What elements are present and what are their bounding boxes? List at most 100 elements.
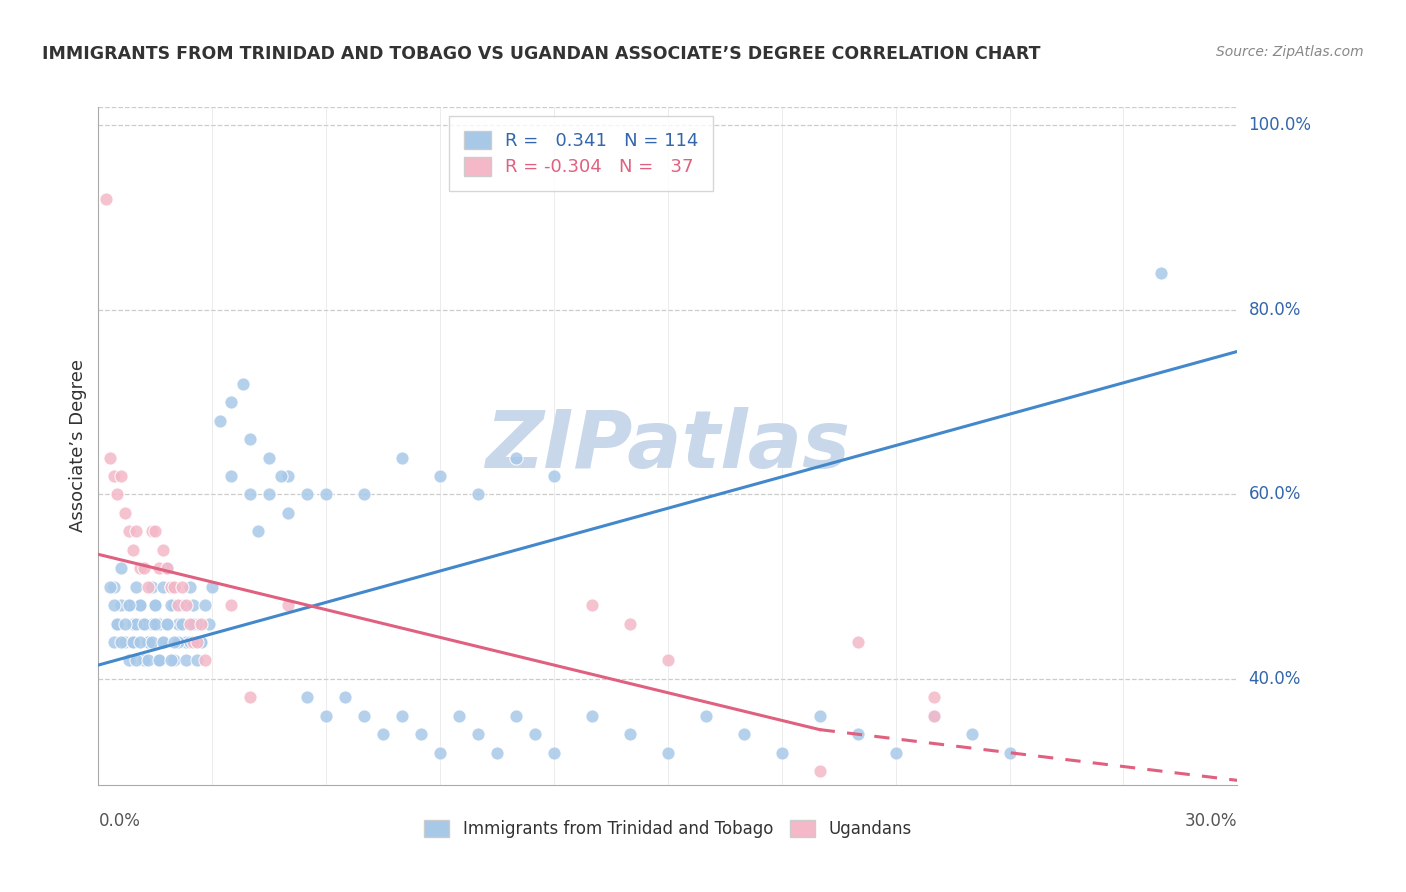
Point [695,708,717,723]
Point [619,616,641,631]
Point [353,708,375,723]
Point [221,598,243,612]
Point [125,524,148,539]
Point [174,598,197,612]
Point [110,635,132,649]
Point [808,708,831,723]
Point [141,524,163,539]
Point [1150,266,1173,280]
Point [353,487,375,501]
Point [429,746,451,760]
Point [163,653,186,667]
Point [733,727,755,741]
Point [132,616,155,631]
Point [524,727,547,741]
Point [148,653,170,667]
Point [118,653,141,667]
Point [411,727,433,741]
Point [221,395,243,409]
Point [505,708,527,723]
Point [132,616,155,631]
Point [543,746,565,760]
Point [136,580,159,594]
Point [110,469,132,483]
Point [163,580,186,594]
Point [121,635,143,649]
Point [145,598,167,612]
Point [156,616,179,631]
Point [505,450,527,465]
Point [846,727,869,741]
Point [277,598,299,612]
Point [125,580,148,594]
Point [197,616,219,631]
Point [129,561,152,575]
Point [110,598,132,612]
Point [190,635,212,649]
Text: 40.0%: 40.0% [1249,670,1301,688]
Point [152,635,174,649]
Point [277,506,299,520]
Point [467,487,489,501]
Point [129,635,152,649]
Point [486,746,509,760]
Point [201,580,224,594]
Point [259,487,281,501]
Point [152,580,174,594]
Text: IMMIGRANTS FROM TRINIDAD AND TOBAGO VS UGANDAN ASSOCIATE’S DEGREE CORRELATION CH: IMMIGRANTS FROM TRINIDAD AND TOBAGO VS U… [42,45,1040,62]
Point [107,487,129,501]
Point [98,580,121,594]
Point [159,598,181,612]
Point [141,616,163,631]
Point [156,561,179,575]
Point [179,635,201,649]
Point [118,524,141,539]
Point [619,727,641,741]
Point [125,653,148,667]
Point [183,616,205,631]
Point [270,469,292,483]
Point [98,450,121,465]
Point [884,746,907,760]
Point [183,598,205,612]
Point [159,580,181,594]
Point [315,708,337,723]
Point [152,542,174,557]
Point [922,690,945,705]
Point [145,616,167,631]
Point [770,746,793,760]
Point [391,450,413,465]
Point [167,635,190,649]
Point [167,598,190,612]
Point [239,487,262,501]
Point [118,598,141,612]
Point [371,727,394,741]
Text: 80.0%: 80.0% [1249,301,1301,319]
Point [543,469,565,483]
Point [141,580,163,594]
Point [170,598,193,612]
Point [179,616,201,631]
Point [239,432,262,446]
Point [208,414,231,428]
Point [467,727,489,741]
Point [657,653,679,667]
Point [183,635,205,649]
Point [170,580,193,594]
Point [136,653,159,667]
Point [156,561,179,575]
Point [186,653,208,667]
Point [103,635,125,649]
Point [186,635,208,649]
Point [194,598,217,612]
Point [103,580,125,594]
Point [277,469,299,483]
Point [922,708,945,723]
Point [132,561,155,575]
Point [960,727,983,741]
Point [922,708,945,723]
Point [391,708,413,723]
Point [170,616,193,631]
Point [581,598,603,612]
Point [132,653,155,667]
